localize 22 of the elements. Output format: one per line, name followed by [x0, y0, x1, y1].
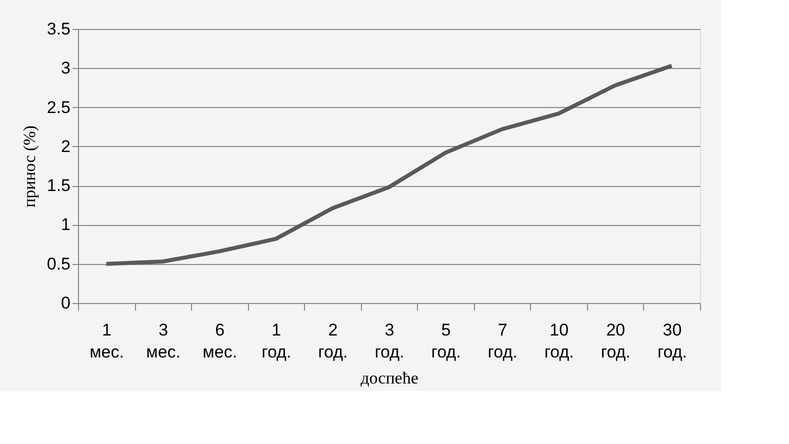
x-tick-label: 6 мес.	[202, 320, 238, 362]
x-tick-label: 10 год.	[544, 320, 574, 362]
y-tick-label: 1.5	[46, 176, 70, 196]
x-tick-label: 2 год.	[318, 320, 348, 362]
y-tick-label: 3.5	[46, 20, 70, 38]
line-series	[104, 64, 674, 266]
y-tick-label: 0.5	[46, 254, 70, 274]
x-tick-label: 3 мес.	[146, 320, 181, 362]
y-axis-title: принос (%)	[20, 126, 39, 208]
x-tick-label: 1 мес.	[90, 320, 124, 362]
x-tick-label: 7 год.	[488, 320, 518, 362]
y-tick-label: 3	[61, 58, 70, 78]
y-tick-label: 2.5	[46, 98, 70, 117]
x-tick-label: 5 год.	[431, 320, 461, 362]
x-tick-label: 30 год.	[657, 320, 688, 362]
y-tick-label: 2	[61, 136, 70, 156]
x-tick-label: 3 год.	[374, 320, 404, 362]
x-tick-label: 1 год.	[262, 320, 292, 362]
y-tick-label: 1	[61, 215, 70, 234]
x-tick-label: 20 год.	[600, 320, 630, 362]
x-axis-title: доспеће	[360, 368, 418, 388]
y-tick-label: 0	[61, 294, 70, 312]
